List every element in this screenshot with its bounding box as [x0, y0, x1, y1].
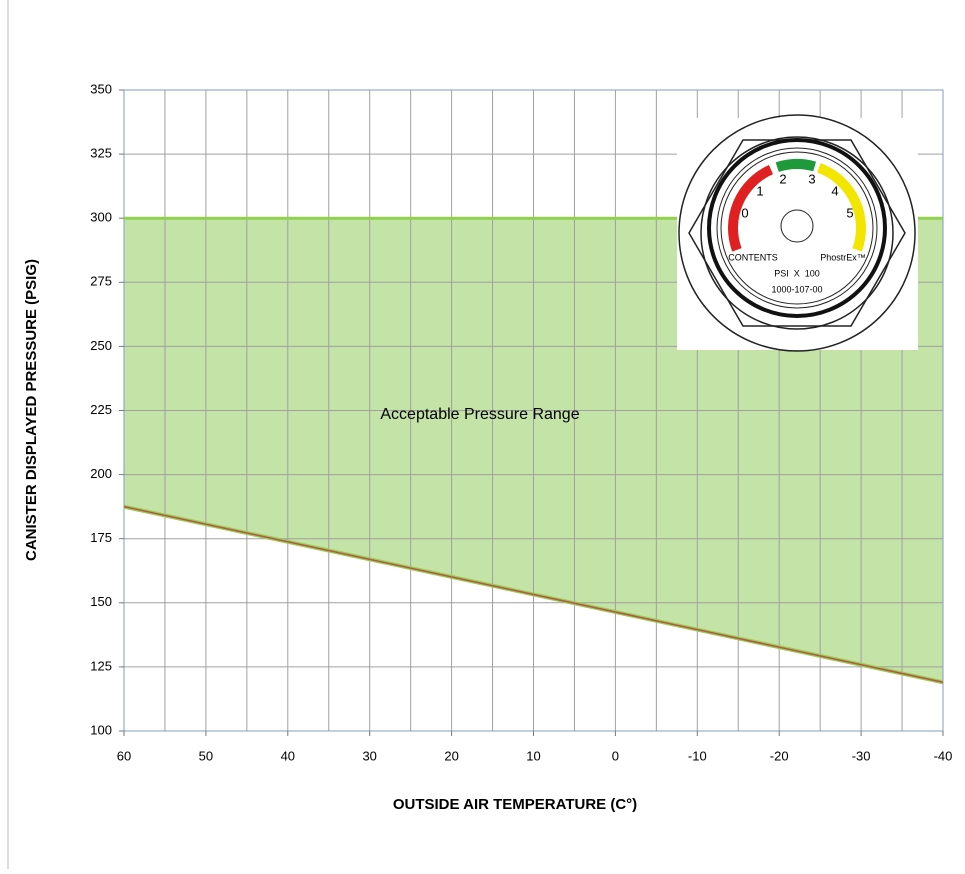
gauge-dial-inner	[720, 151, 874, 305]
x-tick-label: -10	[688, 748, 707, 763]
x-tick-label: 10	[526, 748, 540, 763]
x-tick-label: 40	[281, 748, 295, 763]
gauge-band	[775, 159, 817, 172]
y-axis-title: CANISTER DISPLAYED PRESSURE (PSIG)	[23, 259, 40, 561]
gauge-text: PhostrEx™	[820, 252, 866, 262]
x-tick-label: -40	[934, 748, 953, 763]
x-tick-label: 0	[612, 748, 619, 763]
y-tick-label: 125	[90, 658, 112, 673]
y-tick-label: 150	[90, 594, 112, 609]
gauge-text: PSI X 100	[774, 268, 820, 278]
x-tick-label: 20	[444, 748, 458, 763]
gauge-ring	[700, 136, 894, 330]
y-tick-label: 300	[90, 210, 112, 225]
gauge-scale-label: 4	[831, 183, 838, 198]
gauge-band	[728, 164, 774, 252]
y-tick-label: 250	[90, 338, 112, 353]
gauge-dial	[716, 147, 878, 309]
gauge-scale-label: 5	[846, 205, 853, 220]
y-tick-label: 100	[90, 722, 112, 737]
gauge-hub	[780, 209, 814, 243]
x-tick-label: -20	[770, 748, 789, 763]
y-tick-label: 175	[90, 530, 112, 545]
y-tick-label: 225	[90, 402, 112, 417]
boundary-line	[123, 505, 944, 684]
y-tick-label: 325	[90, 146, 112, 161]
annotation: Acceptable Pressure Range	[380, 406, 579, 423]
x-tick-label: -30	[852, 748, 871, 763]
y-tick-label: 275	[90, 274, 112, 289]
gauge-text: 1000-107-00	[771, 284, 822, 294]
x-tick-label: 60	[117, 748, 131, 763]
x-tick-label: 30	[362, 748, 376, 763]
gauge-scale-label: 1	[756, 183, 763, 198]
x-axis-title: OUTSIDE AIR TEMPERATURE (C°)	[393, 796, 637, 813]
gauge-hex	[688, 139, 906, 327]
y-tick-label: 200	[90, 466, 112, 481]
gauge-band	[817, 163, 866, 252]
x-tick-label: 50	[199, 748, 213, 763]
gauge-text: CONTENTS	[728, 252, 778, 262]
gauge-scale-label: 3	[808, 171, 815, 186]
gauge-scale-label: 2	[779, 171, 786, 186]
gauge-bezel	[707, 138, 887, 318]
gauge-scale-label: 0	[741, 205, 748, 220]
y-tick-label: 350	[90, 81, 112, 96]
gauge-outer	[678, 114, 916, 352]
